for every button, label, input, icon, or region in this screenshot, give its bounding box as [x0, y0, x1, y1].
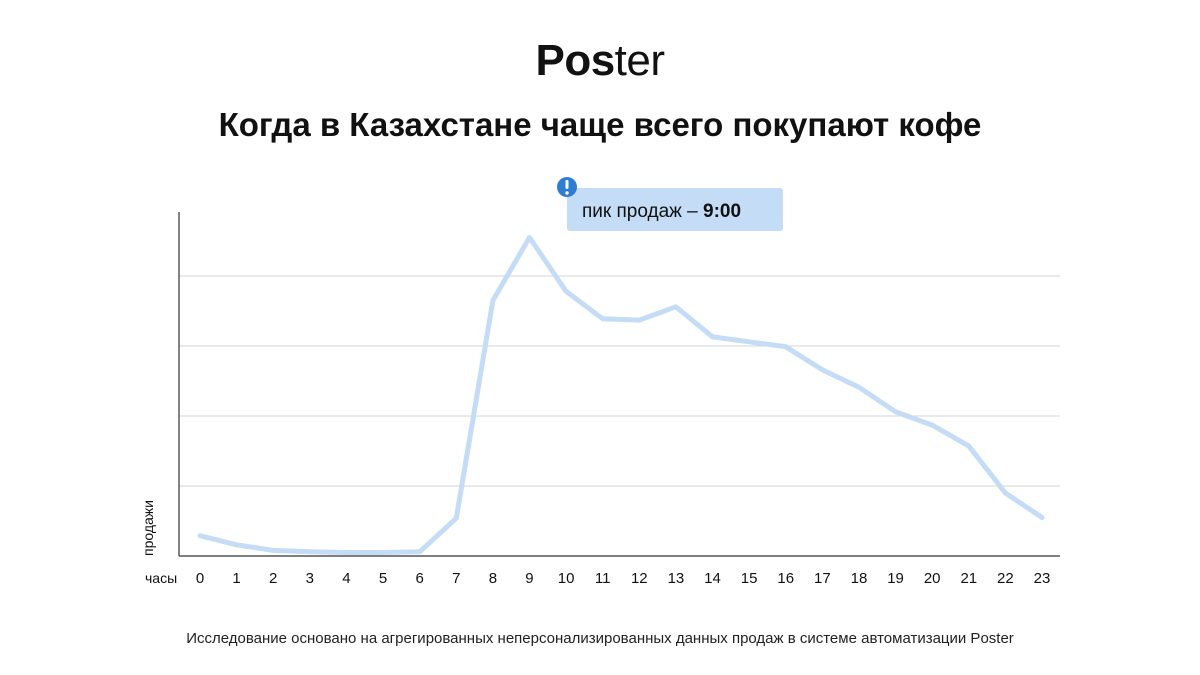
x-tick-label: 13	[668, 570, 685, 587]
x-tick-label: 9	[525, 570, 533, 587]
x-tick-label: 5	[379, 570, 387, 587]
x-tick-label: 22	[997, 570, 1014, 587]
x-tick-label: 3	[306, 570, 314, 587]
logo-bold-part: Pos	[535, 36, 615, 85]
x-tick-label: 12	[631, 570, 648, 587]
x-tick-label: 21	[960, 570, 977, 587]
x-tick-label: 0	[196, 570, 204, 587]
x-tick-label: 1	[232, 570, 240, 587]
peak-callout: пик продаж – 9:00	[557, 177, 783, 231]
x-tick-label: 2	[269, 570, 277, 587]
peak-callout-prefix: пик продаж –	[582, 201, 703, 222]
x-tick-label: 6	[415, 570, 423, 587]
peak-callout-text: пик продаж – 9:00	[582, 201, 741, 222]
x-tick-label: 15	[741, 570, 758, 587]
x-tick-label: 4	[342, 570, 350, 587]
x-tick-label: 17	[814, 570, 831, 587]
x-tick-label: 19	[887, 570, 904, 587]
x-axis-label: часы	[145, 570, 177, 586]
exclamation-circle-icon	[557, 177, 577, 197]
x-tick-label: 20	[924, 570, 941, 587]
x-tick-label: 23	[1034, 570, 1051, 587]
poster-logo: Poster	[0, 36, 1200, 86]
x-tick-label: 14	[704, 570, 721, 587]
x-tick-label: 10	[558, 570, 575, 587]
x-tick-label: 16	[777, 570, 794, 587]
peak-callout-box	[567, 188, 783, 231]
chart-title: Когда в Казахстане чаще всего покупают к…	[218, 106, 982, 143]
x-tick-label: 18	[851, 570, 868, 587]
y-axis-label: продажи	[140, 500, 156, 556]
x-tick-label: 11	[595, 570, 611, 587]
logo-light-part: ter	[614, 36, 665, 85]
series-line	[197, 235, 1045, 555]
peak-callout-value: 9:00	[703, 201, 741, 222]
gridlines	[179, 275, 1060, 487]
x-tick-label: 7	[452, 570, 460, 587]
x-tick-label: 8	[489, 570, 497, 587]
footnote: Исследование основано на агрегированных …	[186, 630, 1014, 647]
x-tick-labels: 0 1 2 3 4 5 6 7 8 9 10 11 12 13 14 15 16 17 18 19 20 21 22 23	[196, 570, 1051, 587]
